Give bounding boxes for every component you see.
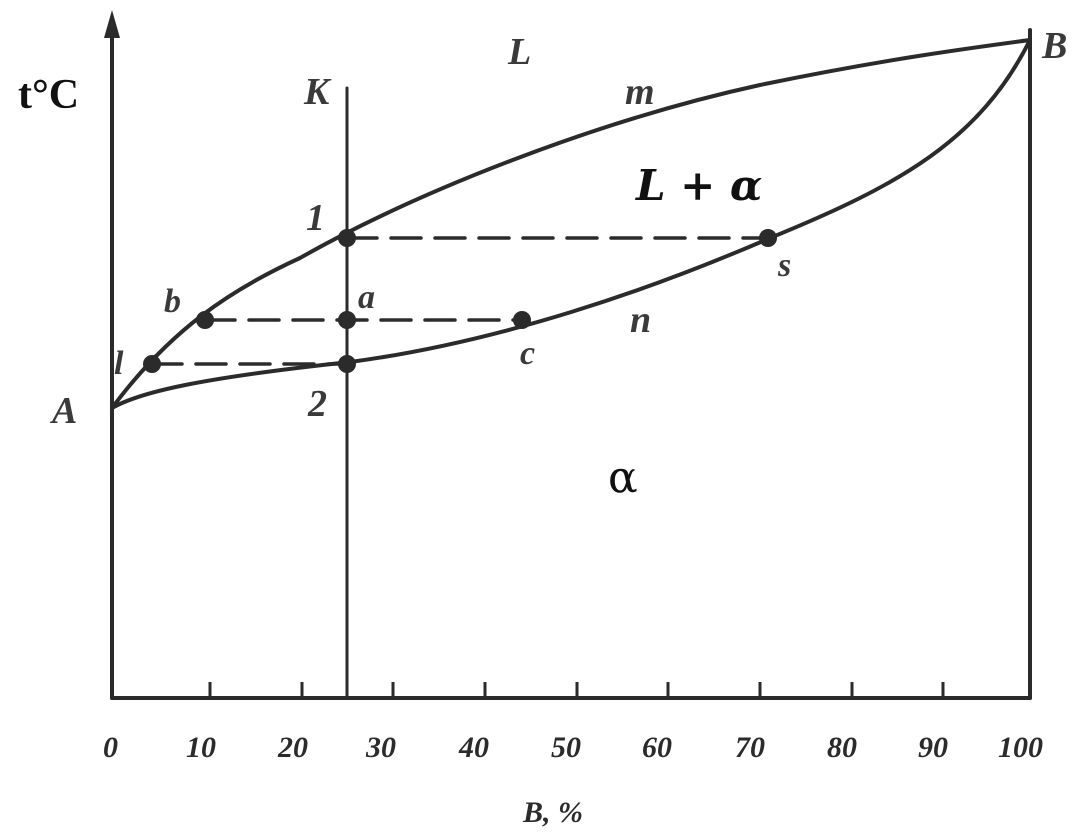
label-a: a (358, 279, 375, 316)
y-axis-arrow (104, 10, 120, 38)
point-2-marker (338, 355, 356, 373)
tick-label-60: 60 (642, 731, 672, 764)
tick-label-100: 100 (998, 731, 1043, 764)
region-liquid: L (507, 31, 531, 73)
label-2: 2 (307, 383, 327, 425)
label-s: s (777, 247, 791, 284)
label-c: c (520, 335, 535, 372)
liquidus-curve (110, 38, 1032, 410)
tick-label-70: 70 (735, 731, 765, 764)
label-b: b (164, 283, 181, 320)
point-b-marker (196, 311, 214, 329)
region-two-phase: L + α (635, 161, 762, 210)
tick-label-0: 0 (103, 731, 118, 764)
label-n: n (630, 299, 651, 341)
solidus-curve (110, 38, 1032, 410)
label-l: l (114, 345, 124, 382)
label-a-upper: A (50, 390, 77, 432)
x-ticks (208, 682, 945, 698)
label-m: m (625, 71, 655, 113)
tick-label-40: 40 (458, 731, 489, 764)
tick-label-80: 80 (827, 731, 857, 764)
region-solid: α (608, 452, 638, 503)
y-axis-label: t°C (18, 72, 79, 118)
tick-label-10: 10 (186, 731, 216, 764)
x-axis-label: B, % (522, 796, 583, 829)
point-l-marker (143, 355, 161, 373)
label-b-upper: B (1041, 25, 1067, 67)
point-c-marker (513, 311, 531, 329)
tick-label-50: 50 (551, 731, 581, 764)
label-k: K (303, 71, 332, 113)
tick-label-20: 20 (277, 731, 308, 764)
point-1-marker (338, 229, 356, 247)
tick-label-30: 30 (365, 731, 396, 764)
tick-label-90: 90 (918, 731, 948, 764)
label-1: 1 (306, 197, 325, 239)
point-s-marker (759, 229, 777, 247)
point-a-marker (338, 311, 356, 329)
